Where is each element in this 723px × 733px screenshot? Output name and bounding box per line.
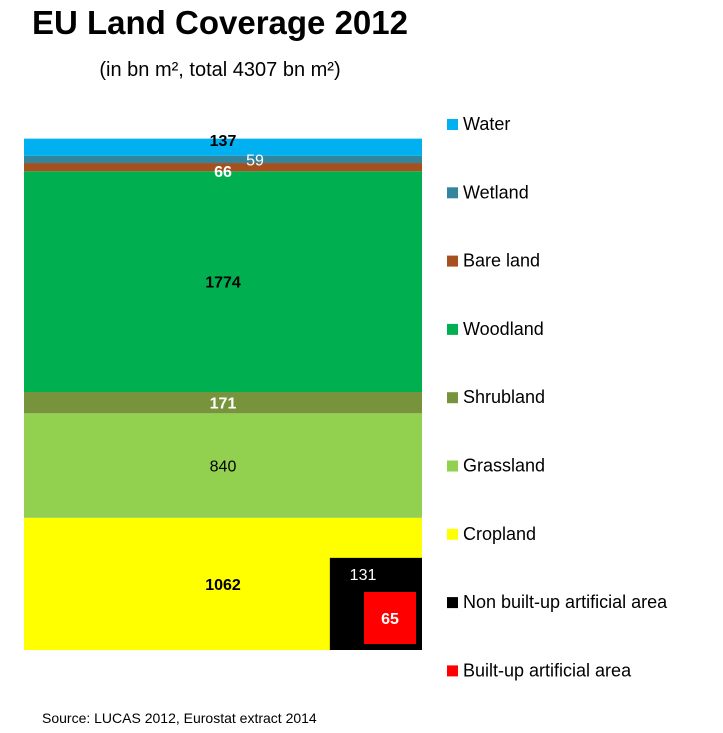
legend-swatch-woodland (447, 323, 458, 335)
source-note: Source: LUCAS 2012, Eurostat extract 201… (42, 710, 317, 726)
bar-label-woodland: 1774 (205, 275, 241, 292)
bar-label-bare-land: 66 (214, 164, 232, 181)
legend-swatch-grassland (447, 460, 458, 472)
legend-label-water: Water (463, 114, 510, 134)
bar-label-grassland: 840 (210, 459, 237, 476)
legend-swatch-non-built-up-artificial-area (447, 597, 458, 609)
legend-swatch-built-up-artificial-area (447, 665, 458, 677)
stacked-bar: 1062 840 171 1774 66 59 137 (24, 133, 422, 650)
legend-swatch-water (447, 119, 458, 130)
chart-subtitle: (in bn m², total 4307 bn m²) (99, 59, 340, 81)
legend-label-grassland: Grassland (463, 456, 545, 476)
inset-label-built-up-artificial-area: 65 (381, 611, 399, 628)
inset-label-non-built-up-artificial-area: 131 (350, 567, 377, 584)
legend-label-built-up-artificial-area: Built-up artificial area (463, 660, 632, 680)
inset-square-built-up-artificial-area (363, 591, 416, 644)
bar-label-water: 137 (210, 133, 237, 150)
bar-label-wetland: 59 (246, 152, 264, 169)
legend-label-shrubland: Shrubland (463, 387, 545, 407)
bar-segment-water (24, 138, 422, 156)
legend-label-bare-land: Bare land (463, 251, 540, 271)
legend-swatch-wetland (447, 187, 458, 199)
legend-label-woodland: Woodland (463, 319, 544, 339)
bar-segment-wetland (24, 155, 422, 164)
bar-segment-shrubland (24, 392, 422, 414)
legend-label-non-built-up-artificial-area: Non built-up artificial area (463, 592, 668, 612)
artificial-area-inset: 131 65 (329, 557, 422, 650)
legend-swatch-shrubland (447, 392, 458, 404)
bar-label-shrubland: 171 (210, 396, 237, 413)
legend-swatch-bare-land (447, 255, 458, 267)
chart-title: EU Land Coverage 2012 (32, 4, 408, 41)
bar-segment-grassland (24, 413, 422, 518)
bar-segment-woodland (24, 171, 422, 393)
legend-swatch-cropland (447, 528, 458, 540)
bar-segment-bare-land (24, 163, 422, 172)
legend: Water Wetland Bare land Woodland Shrubland Gr… (447, 114, 668, 680)
bar-label-cropland: 1062 (205, 577, 241, 594)
legend-label-cropland: Cropland (463, 524, 536, 544)
legend-label-wetland: Wetland (463, 182, 529, 202)
